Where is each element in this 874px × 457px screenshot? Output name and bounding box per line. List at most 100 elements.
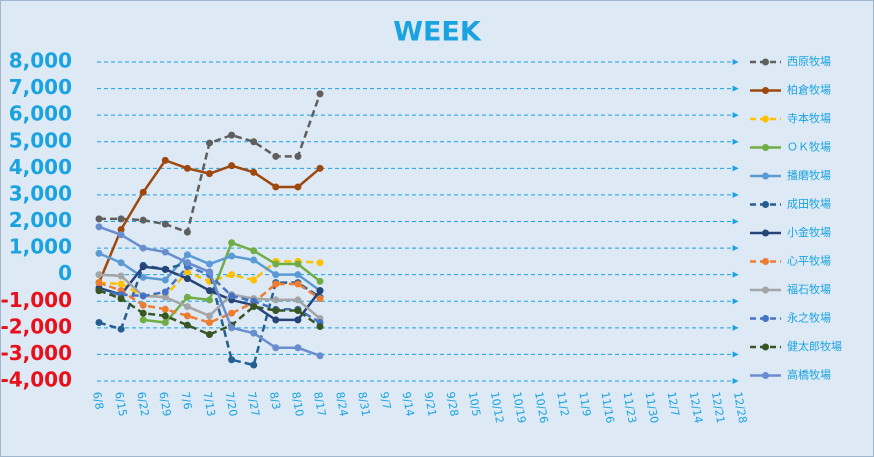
point xyxy=(117,295,125,303)
legend-label: 永之牧場 xyxy=(787,311,831,325)
y-tick-label: 7,000 xyxy=(9,75,72,99)
x-tick-label: 11/30 xyxy=(643,391,661,424)
point xyxy=(95,279,103,287)
point xyxy=(316,323,324,331)
point xyxy=(250,276,258,284)
point xyxy=(316,259,324,267)
point xyxy=(228,292,236,300)
point xyxy=(183,259,191,267)
x-tick-label: 7/27 xyxy=(245,391,262,418)
x-tick-label: 6/22 xyxy=(134,391,151,418)
legend-marker xyxy=(762,343,769,351)
legend-marker xyxy=(762,144,769,151)
legend-marker xyxy=(762,58,769,66)
series-line xyxy=(98,289,321,336)
point xyxy=(183,293,191,301)
point xyxy=(139,263,147,271)
x-tick-label: 12/28 xyxy=(731,391,749,424)
x-tick-label: 6/15 xyxy=(112,391,129,418)
point xyxy=(250,138,258,146)
x-tick-label: 12/21 xyxy=(709,391,727,424)
point xyxy=(206,170,213,178)
point xyxy=(250,297,258,305)
y-tick-label: 1,000 xyxy=(9,235,72,259)
point xyxy=(272,152,280,160)
point xyxy=(161,276,169,284)
point xyxy=(250,329,258,337)
point xyxy=(250,168,258,176)
point xyxy=(183,275,191,283)
legend-label: 高橋牧場 xyxy=(787,368,831,382)
y-tick-label: 6,000 xyxy=(9,102,72,126)
point xyxy=(206,296,213,304)
point xyxy=(250,303,258,311)
legend-marker xyxy=(762,229,769,237)
point xyxy=(183,164,191,172)
point xyxy=(294,296,302,304)
legend-label: 寺本牧場 xyxy=(787,111,831,125)
x-tick-label: 9/21 xyxy=(422,391,439,418)
x-tick-label: 7/6 xyxy=(178,391,194,411)
point xyxy=(139,301,147,309)
x-tick-label: 6/29 xyxy=(156,391,173,418)
point xyxy=(228,309,236,317)
legend-marker xyxy=(762,372,769,379)
point xyxy=(183,268,191,276)
x-tick-label: 8/17 xyxy=(311,391,328,418)
x-tick-label: 8/3 xyxy=(267,391,283,411)
x-tick-label: 8/31 xyxy=(355,391,372,418)
legend-label: ＯＫ牧場 xyxy=(787,140,831,154)
point xyxy=(139,316,147,324)
point xyxy=(228,252,236,260)
legend-label: 播磨牧場 xyxy=(787,168,831,182)
legend-label: 福石牧場 xyxy=(787,282,831,296)
y-tick-label: 3,000 xyxy=(9,181,72,205)
point xyxy=(206,330,213,338)
point xyxy=(272,260,280,268)
point xyxy=(206,268,213,276)
x-tick-label: 11/16 xyxy=(598,391,616,424)
x-tick-label: 9/14 xyxy=(399,391,416,418)
legend-marker xyxy=(762,201,769,208)
x-tick-label: 7/13 xyxy=(201,391,218,418)
point xyxy=(161,305,169,313)
x-tick-label: 7/20 xyxy=(223,391,240,418)
point xyxy=(294,307,302,315)
point xyxy=(161,288,169,296)
legend-label: 成田牧場 xyxy=(787,197,831,211)
point xyxy=(250,361,258,369)
point xyxy=(161,248,169,256)
point xyxy=(228,356,236,364)
point xyxy=(139,309,147,317)
y-tick-label: 0 xyxy=(58,261,72,285)
point xyxy=(161,220,169,228)
point xyxy=(316,277,324,285)
y-tick-label: 4,000 xyxy=(9,155,72,179)
y-tick-label: -1,000 xyxy=(0,288,72,312)
legend-label: 小金牧場 xyxy=(787,225,831,239)
point xyxy=(294,271,302,279)
point xyxy=(272,344,280,352)
x-tick-label: 11/23 xyxy=(620,391,638,424)
point xyxy=(272,307,280,315)
legend-marker xyxy=(762,172,769,180)
point xyxy=(161,293,169,301)
point xyxy=(183,228,191,236)
point xyxy=(316,352,324,360)
point xyxy=(206,287,213,295)
point xyxy=(228,131,236,139)
y-tick-label: -4,000 xyxy=(0,368,72,392)
point xyxy=(206,312,213,320)
x-tick-label: 10/19 xyxy=(510,391,528,424)
point xyxy=(316,295,324,303)
point xyxy=(294,316,302,324)
point xyxy=(294,183,302,191)
point xyxy=(117,325,125,333)
legend-marker xyxy=(762,258,769,265)
point xyxy=(95,249,103,257)
point xyxy=(294,152,302,160)
point xyxy=(272,316,280,324)
point xyxy=(206,260,213,268)
x-tick-label: 8/24 xyxy=(333,391,350,418)
point xyxy=(294,280,302,288)
